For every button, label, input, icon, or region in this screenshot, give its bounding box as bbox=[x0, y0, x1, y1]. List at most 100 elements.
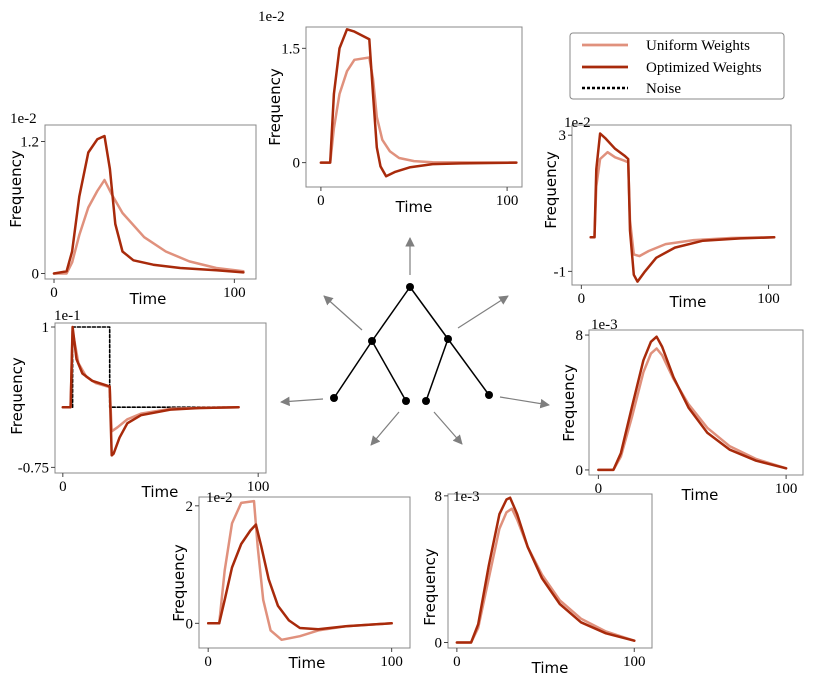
plot-frame bbox=[588, 329, 804, 476]
arrow-leaf1-to-middle-left bbox=[280, 396, 324, 407]
x-tick-label: 0 bbox=[578, 291, 586, 307]
chart-bottom-right: 0 100 0 8 1e-3 Time Frequency bbox=[421, 489, 653, 677]
tree-node-root bbox=[406, 283, 414, 291]
y-axis-label: Frequency bbox=[266, 68, 284, 146]
series-line-0 bbox=[206, 499, 393, 642]
arrow-leaf4-to-middle-right bbox=[499, 396, 550, 409]
tree-node-right bbox=[444, 335, 452, 343]
x-tick-label: 100 bbox=[496, 193, 519, 209]
tree-edge bbox=[447, 338, 490, 396]
x-tick-label: 0 bbox=[50, 285, 58, 301]
y-tick-label: 2 bbox=[186, 499, 194, 515]
y-tick-label: -1 bbox=[554, 264, 567, 280]
y-tick-label: 3 bbox=[559, 128, 567, 144]
x-tick-label: 0 bbox=[317, 193, 325, 209]
x-axis-label: Time bbox=[129, 290, 167, 308]
legend-label-optimized: Optimized Weights bbox=[646, 60, 762, 76]
arrow-leaf3-to-bottom-right bbox=[433, 411, 463, 445]
x-tick-label: 100 bbox=[623, 654, 646, 670]
x-tick-label: 100 bbox=[247, 479, 270, 495]
plot-frame bbox=[198, 496, 411, 649]
arrow-right-to-upper-right bbox=[457, 295, 509, 329]
scale-label: 1e-2 bbox=[258, 9, 285, 25]
series-line-1 bbox=[52, 134, 245, 275]
x-tick-label: 0 bbox=[595, 481, 603, 497]
tree-node-leaf-1 bbox=[330, 394, 338, 402]
y-tick-label: 1 bbox=[42, 320, 50, 336]
chart-upper-right: 0 100 -1 31e-2 Time Frequency bbox=[542, 115, 792, 311]
y-axis-label: Frequency bbox=[170, 544, 188, 622]
y-tick-label: 8 bbox=[435, 489, 443, 505]
scale-label: 1e-2 bbox=[564, 115, 591, 131]
scale-label: 1e-1 bbox=[54, 308, 81, 324]
scale-label: 1e-2 bbox=[10, 111, 37, 127]
x-axis-label: Time bbox=[288, 654, 326, 672]
plot-frame bbox=[447, 493, 653, 649]
series-line-0 bbox=[455, 507, 636, 644]
series-line-0 bbox=[52, 178, 245, 275]
x-tick-label: 0 bbox=[59, 479, 67, 495]
y-tick-label: 1.2 bbox=[20, 135, 39, 151]
scale-label: 1e-3 bbox=[591, 317, 618, 333]
series-line-1 bbox=[206, 523, 393, 631]
x-axis-label: Time bbox=[141, 483, 179, 501]
y-axis-label: Frequency bbox=[7, 150, 25, 228]
y-axis-label: Frequency bbox=[8, 357, 26, 435]
x-tick-label: 0 bbox=[204, 654, 212, 670]
y-tick-label: 0 bbox=[435, 636, 443, 652]
tree-edge bbox=[425, 338, 449, 402]
x-tick-label: 100 bbox=[223, 285, 246, 301]
x-tick-label: 100 bbox=[775, 481, 798, 497]
y-tick-label: -0.75 bbox=[18, 460, 49, 476]
y-tick-label: 1.5 bbox=[281, 41, 300, 57]
y-tick-label: 0 bbox=[32, 267, 40, 283]
series-line-1 bbox=[319, 28, 518, 178]
series-line-1 bbox=[455, 496, 636, 644]
tree-edge bbox=[371, 340, 407, 402]
y-tick-label: 8 bbox=[576, 328, 584, 344]
tree-edge bbox=[371, 286, 411, 342]
y-tick-label: 0 bbox=[293, 156, 301, 172]
x-axis-label: Time bbox=[669, 293, 707, 311]
scale-label: 1e-3 bbox=[453, 489, 480, 505]
legend-frame bbox=[569, 32, 785, 100]
scale-label: 1e-2 bbox=[206, 490, 233, 506]
legend-label-noise: Noise bbox=[646, 81, 681, 97]
noise-series-line bbox=[71, 326, 240, 408]
x-axis-label: Time bbox=[681, 486, 719, 504]
chart-bottom-left: 0 100 0 2 1e-2 Time Frequency bbox=[170, 490, 411, 672]
x-tick-label: 0 bbox=[453, 654, 461, 670]
series-line-2 bbox=[61, 325, 240, 457]
chart-top: 0 100 0 1.5 1e-2 Time Frequency bbox=[258, 9, 523, 216]
series-line-0 bbox=[319, 56, 518, 164]
series-line-0 bbox=[597, 347, 788, 472]
series-line-1 bbox=[589, 132, 776, 283]
chart-upper-left: 0 100 0 1.2 1e-2 Time Frequency bbox=[7, 111, 257, 308]
legend-label-uniform: Uniform Weights bbox=[646, 38, 750, 54]
y-axis-label: Frequency bbox=[542, 151, 560, 229]
plot-frame bbox=[54, 322, 267, 474]
x-axis-label: Time bbox=[531, 659, 569, 677]
tree-node-leaf-2 bbox=[402, 397, 410, 405]
y-axis-label: Frequency bbox=[421, 548, 439, 626]
arrow-left-to-upper-left bbox=[323, 295, 363, 331]
tree-node-leaf-3 bbox=[422, 397, 430, 405]
tree-edge bbox=[333, 340, 373, 399]
tree-node-left bbox=[368, 337, 376, 345]
legend: Uniform Weights Optimized Weights Noise bbox=[569, 32, 785, 100]
arrow-leaf2-to-bottom-left bbox=[370, 411, 400, 446]
chart-middle-left: 0 100 -0.75 11e-1 Time Frequency bbox=[8, 308, 269, 501]
x-tick-label: 100 bbox=[380, 654, 403, 670]
plot-frame bbox=[44, 124, 257, 280]
y-axis-label: Frequency bbox=[560, 364, 578, 442]
tree-diagram bbox=[280, 237, 550, 446]
x-axis-label: Time bbox=[395, 198, 433, 216]
y-tick-label: 0 bbox=[186, 616, 194, 632]
plot-frame bbox=[571, 124, 792, 286]
chart-middle-right: 0 100 0 8 1e-3 Time Frequency bbox=[560, 317, 804, 504]
series-line-0 bbox=[589, 150, 776, 258]
x-tick-label: 100 bbox=[757, 291, 780, 307]
plot-frame bbox=[305, 26, 523, 188]
